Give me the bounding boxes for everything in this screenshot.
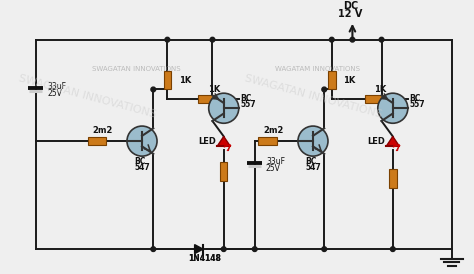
Text: LED: LED	[367, 137, 385, 145]
Text: 2m2: 2m2	[92, 126, 113, 135]
Text: DC: DC	[343, 1, 358, 10]
Circle shape	[378, 93, 408, 123]
Circle shape	[210, 37, 215, 42]
Circle shape	[391, 247, 395, 252]
Bar	[164, 71, 171, 89]
Text: 1K: 1K	[374, 85, 387, 94]
Text: SWAGATAN INNOVATIONS: SWAGATAN INNOVATIONS	[18, 73, 157, 120]
Text: 1N4148: 1N4148	[189, 254, 221, 263]
Text: LED: LED	[198, 137, 216, 145]
Text: 547: 547	[305, 163, 321, 172]
Text: BC: BC	[241, 94, 252, 103]
Text: 1K: 1K	[343, 76, 356, 85]
Circle shape	[329, 37, 334, 42]
Bar	[258, 137, 277, 145]
Text: WAGATAM INNOVATIONS: WAGATAM INNOVATIONS	[275, 66, 360, 72]
Bar	[88, 137, 106, 145]
Circle shape	[165, 37, 170, 42]
Circle shape	[151, 247, 155, 252]
Bar	[198, 95, 217, 102]
Text: 25V: 25V	[47, 89, 62, 98]
Circle shape	[127, 126, 157, 156]
Text: 25V: 25V	[266, 164, 281, 173]
Circle shape	[350, 37, 355, 42]
Bar	[220, 162, 228, 181]
Text: BC: BC	[305, 157, 317, 166]
Polygon shape	[217, 136, 230, 146]
Text: 1N4148: 1N4148	[189, 254, 221, 263]
Text: BC: BC	[135, 157, 146, 166]
Polygon shape	[195, 245, 203, 254]
Text: 33uF: 33uF	[266, 157, 285, 166]
Text: SWAGATAN INNOVATIONS: SWAGATAN INNOVATIONS	[243, 73, 383, 120]
Circle shape	[298, 126, 328, 156]
Circle shape	[379, 37, 384, 42]
Circle shape	[221, 247, 226, 252]
Text: 1K: 1K	[179, 76, 191, 85]
Circle shape	[322, 87, 327, 92]
Circle shape	[151, 87, 155, 92]
Bar	[365, 95, 384, 102]
Text: BC: BC	[410, 94, 421, 103]
Circle shape	[322, 247, 327, 252]
Circle shape	[252, 247, 257, 252]
Text: SWAGATAN INNOVATIONS: SWAGATAN INNOVATIONS	[92, 66, 181, 72]
Circle shape	[209, 93, 239, 123]
Text: 547: 547	[135, 163, 150, 172]
Text: 12 V: 12 V	[338, 9, 363, 19]
Text: 33uF: 33uF	[47, 82, 66, 91]
Text: 2m2: 2m2	[263, 126, 283, 135]
Text: 557: 557	[410, 100, 425, 109]
Bar	[328, 71, 336, 89]
Bar	[389, 169, 397, 188]
Text: 1K: 1K	[208, 85, 220, 94]
Polygon shape	[386, 136, 400, 146]
Text: 557: 557	[241, 100, 256, 109]
